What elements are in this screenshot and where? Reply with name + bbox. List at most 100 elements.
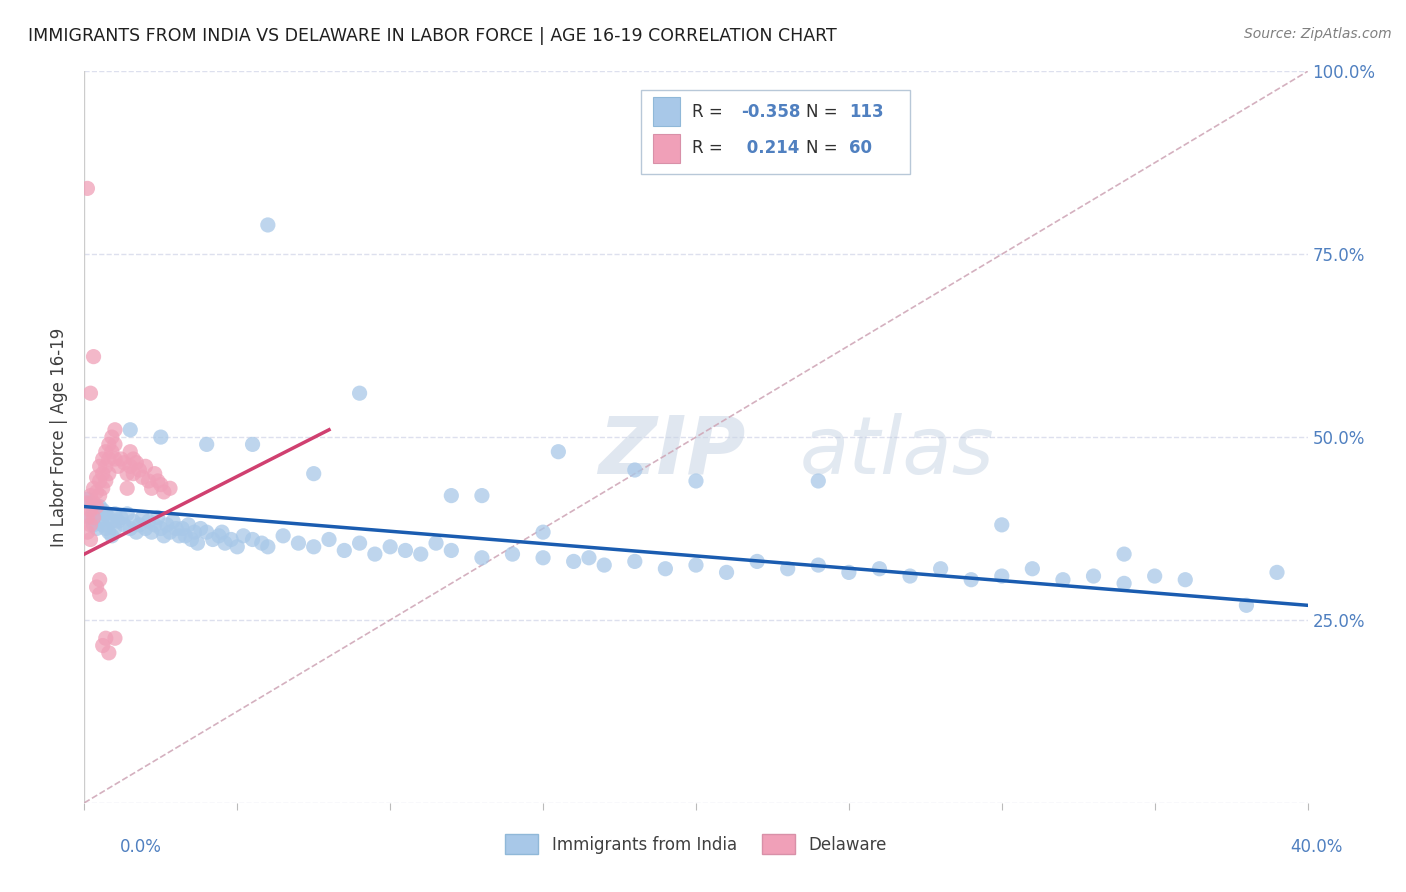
Text: -0.358: -0.358	[741, 103, 800, 120]
Point	[131, 470, 153, 484]
Point	[685, 474, 707, 488]
Point	[138, 474, 160, 488]
Point	[104, 423, 127, 437]
Text: 60: 60	[849, 139, 872, 157]
Text: R =: R =	[692, 103, 728, 120]
Point	[624, 463, 647, 477]
Point	[94, 507, 117, 521]
Point	[86, 470, 108, 484]
Point	[91, 639, 114, 653]
Text: 40.0%: 40.0%	[1291, 838, 1343, 855]
Point	[201, 533, 224, 547]
Point	[471, 550, 494, 565]
Point	[807, 558, 830, 573]
Point	[79, 496, 101, 510]
Point	[120, 521, 142, 535]
Point	[89, 474, 111, 488]
Point	[101, 514, 124, 528]
Point	[86, 485, 108, 500]
Point	[349, 386, 371, 401]
Point	[1083, 569, 1105, 583]
Point	[167, 529, 190, 543]
Point	[271, 529, 294, 543]
Point	[107, 514, 129, 528]
Point	[76, 510, 98, 524]
Point	[318, 533, 340, 547]
Point	[89, 514, 111, 528]
Point	[776, 562, 799, 576]
Point	[302, 540, 325, 554]
Point	[91, 452, 114, 467]
Point	[716, 566, 738, 580]
Point	[128, 463, 150, 477]
Point	[838, 566, 860, 580]
Point	[115, 507, 138, 521]
Point	[89, 459, 111, 474]
FancyBboxPatch shape	[641, 90, 910, 174]
Text: 0.0%: 0.0%	[120, 838, 162, 855]
Point	[76, 492, 98, 507]
Point	[195, 437, 218, 451]
FancyBboxPatch shape	[654, 134, 681, 163]
Point	[153, 529, 176, 543]
Point	[1114, 547, 1136, 561]
Point	[149, 521, 172, 535]
Point	[180, 533, 202, 547]
Point	[115, 481, 138, 495]
Point	[1114, 576, 1136, 591]
Point	[593, 558, 616, 573]
Point	[143, 467, 166, 481]
Point	[91, 481, 114, 495]
Point	[146, 510, 169, 524]
Point	[146, 474, 169, 488]
Point	[89, 489, 111, 503]
Text: 0.214: 0.214	[741, 139, 800, 157]
Point	[183, 525, 205, 540]
Point	[94, 521, 117, 535]
Point	[86, 580, 108, 594]
Point	[394, 543, 416, 558]
Point	[208, 529, 231, 543]
Point	[471, 489, 494, 503]
Point	[135, 459, 157, 474]
Point	[101, 430, 124, 444]
Point	[104, 632, 127, 646]
Point	[440, 489, 463, 503]
Point	[138, 514, 160, 528]
Point	[149, 430, 172, 444]
Point	[807, 474, 830, 488]
Point	[107, 459, 129, 474]
Point	[409, 547, 432, 561]
Point	[232, 529, 254, 543]
Point	[94, 459, 117, 474]
Point	[654, 562, 676, 576]
Text: atlas: atlas	[800, 413, 994, 491]
Point	[257, 218, 280, 232]
Point	[86, 500, 108, 514]
Point	[91, 503, 114, 517]
Point	[547, 444, 569, 458]
Point	[110, 452, 132, 467]
Point	[502, 547, 524, 561]
Point	[747, 554, 769, 568]
Point	[83, 503, 105, 517]
Point	[104, 507, 127, 521]
Point	[349, 536, 371, 550]
Point	[97, 437, 120, 451]
Point	[1236, 599, 1258, 613]
Text: R =: R =	[692, 139, 728, 157]
Point	[91, 517, 114, 532]
Point	[287, 536, 309, 550]
Point	[89, 573, 111, 587]
Point	[174, 529, 197, 543]
Point	[562, 554, 585, 568]
Point	[89, 500, 111, 514]
Point	[869, 562, 891, 576]
Point	[380, 540, 402, 554]
Point	[153, 485, 176, 500]
Point	[1174, 573, 1197, 587]
Point	[101, 529, 124, 543]
Point	[165, 521, 187, 535]
Point	[91, 467, 114, 481]
Point	[991, 569, 1014, 583]
